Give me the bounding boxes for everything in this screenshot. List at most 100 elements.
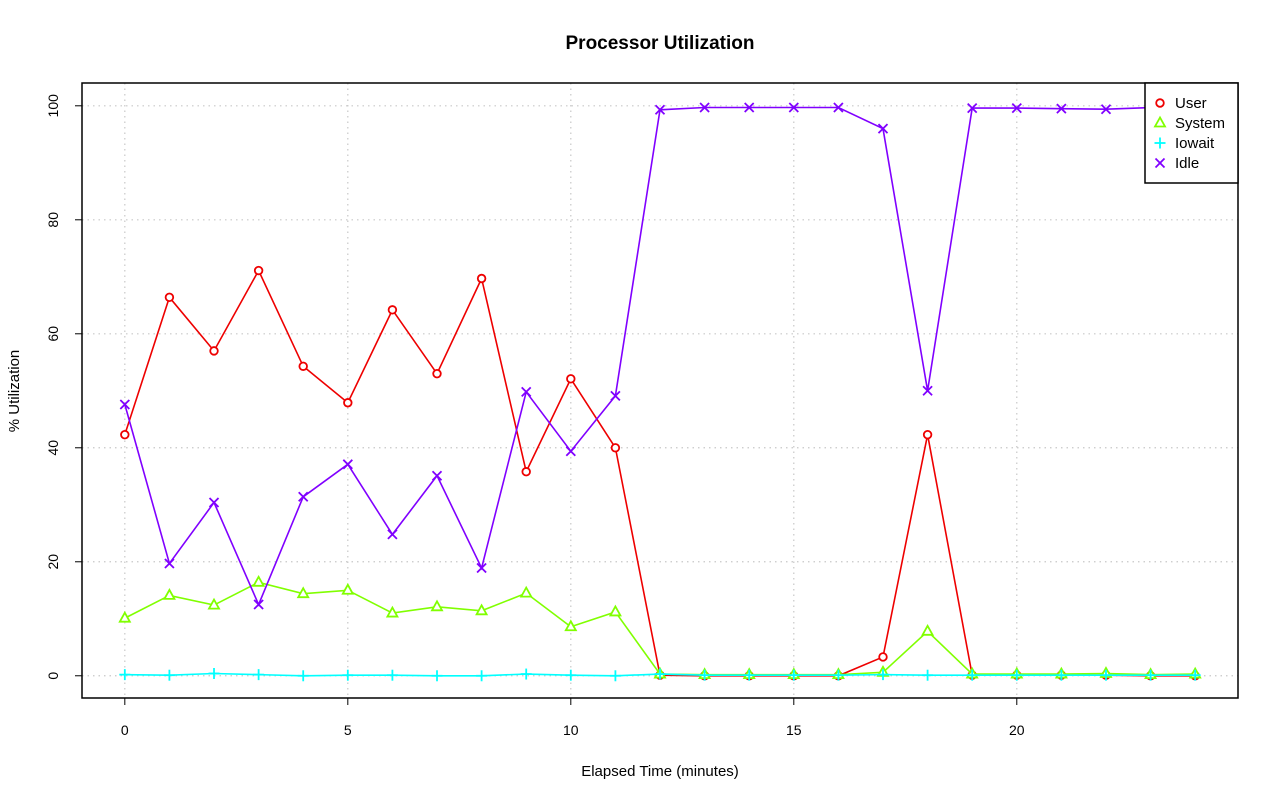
axes: 0 5 10 15 20 0 20 40 60 80 100 (45, 94, 1025, 738)
data-point-iowait (788, 669, 800, 681)
data-point-user (164, 292, 175, 303)
data-point-idle (565, 446, 576, 457)
data-point-iowait (1100, 669, 1112, 681)
data-point-idle (1100, 104, 1112, 115)
data-point-idle (967, 102, 978, 114)
x-tick-label: 10 (563, 722, 579, 738)
data-point-system (519, 585, 533, 598)
data-point-user (298, 361, 308, 371)
data-point-idle (476, 562, 487, 574)
legend-label-iowait: Iowait (1175, 135, 1215, 152)
y-tick-label: 0 (45, 672, 61, 680)
data-point-iowait (476, 670, 488, 682)
data-point-user (476, 273, 487, 284)
data-point-user (343, 398, 353, 408)
data-point-iowait (431, 670, 443, 682)
data-point-iowait (654, 668, 666, 680)
data-point-idle (119, 399, 130, 410)
legend-label-user: User (1175, 95, 1207, 112)
data-point-idle (431, 470, 443, 481)
legend-marker-user (1155, 98, 1165, 108)
data-point-iowait (609, 670, 621, 682)
data-point-user (566, 374, 576, 384)
legend-label-system: System (1175, 115, 1225, 132)
data-point-iowait (565, 669, 577, 681)
data-point-iowait (208, 667, 220, 679)
legend-marker-system (1153, 115, 1167, 128)
data-point-system (207, 597, 221, 610)
series-idle (119, 102, 1201, 610)
series-line-user (124, 268, 1196, 677)
y-tick-label: 20 (45, 554, 61, 570)
y-tick-label: 100 (45, 94, 61, 118)
x-tick-label: 0 (121, 722, 129, 738)
data-point-system (118, 610, 132, 623)
legend-marker-iowait (1154, 137, 1166, 149)
data-point-iowait (297, 670, 309, 682)
data-point-idle (744, 102, 755, 113)
y-tick-label: 60 (45, 326, 61, 342)
data-point-iowait (386, 669, 398, 681)
legend: User System Iowait Idle (1144, 82, 1239, 184)
data-point-idle (877, 123, 889, 134)
data-point-idle (387, 529, 398, 540)
data-point-idle (922, 385, 933, 396)
legend-label-idle: Idle (1175, 155, 1199, 172)
data-point-user (387, 305, 398, 315)
data-point-system (430, 599, 444, 612)
data-point-system (564, 619, 578, 632)
x-tick-label: 15 (786, 722, 802, 738)
data-point-iowait (922, 669, 934, 681)
series-lines (118, 102, 1202, 682)
legend-box (1144, 82, 1239, 184)
data-point-iowait (253, 669, 265, 681)
series-iowait (119, 667, 1201, 682)
data-point-iowait (342, 669, 354, 681)
x-tick-label: 5 (344, 722, 352, 738)
data-point-iowait (877, 669, 889, 681)
data-point-system (252, 574, 266, 587)
data-point-idle (610, 390, 621, 402)
data-point-system (385, 605, 399, 618)
plot-frame (81, 82, 1239, 699)
grid-lines (82, 83, 1238, 698)
y-axis-label: % Utilization (6, 350, 23, 433)
series-line-system (124, 581, 1196, 676)
series-system (118, 574, 1202, 680)
data-point-user (610, 443, 621, 453)
data-point-user (432, 368, 442, 379)
data-point-idle (654, 104, 666, 115)
data-point-system (921, 623, 935, 636)
data-point-iowait (1145, 669, 1157, 681)
data-point-iowait (520, 668, 532, 680)
y-tick-label: 40 (45, 440, 61, 456)
data-point-iowait (163, 669, 175, 681)
data-point-idle (1011, 102, 1022, 114)
data-point-iowait (119, 669, 131, 681)
data-point-idle (521, 386, 532, 398)
data-point-user (120, 429, 130, 440)
data-point-iowait (743, 669, 755, 681)
data-point-user (521, 467, 531, 477)
data-point-iowait (699, 669, 711, 681)
data-point-user (209, 346, 219, 356)
data-point-iowait (1011, 669, 1023, 681)
data-point-iowait (832, 669, 844, 681)
data-point-iowait (1055, 669, 1067, 681)
data-point-system (341, 582, 355, 595)
chart-title: Processor Utilization (566, 33, 755, 54)
y-tick-label: 80 (45, 212, 61, 228)
data-point-user (253, 265, 264, 276)
data-point-idle (208, 497, 220, 508)
data-point-user (922, 429, 933, 440)
data-point-idle (342, 459, 353, 470)
data-point-idle (833, 102, 844, 113)
data-point-system (162, 588, 176, 600)
data-point-system (475, 603, 489, 616)
data-point-idle (1056, 103, 1067, 114)
data-point-iowait (1189, 669, 1201, 681)
series-line-idle (124, 106, 1196, 607)
data-point-idle (699, 102, 710, 113)
